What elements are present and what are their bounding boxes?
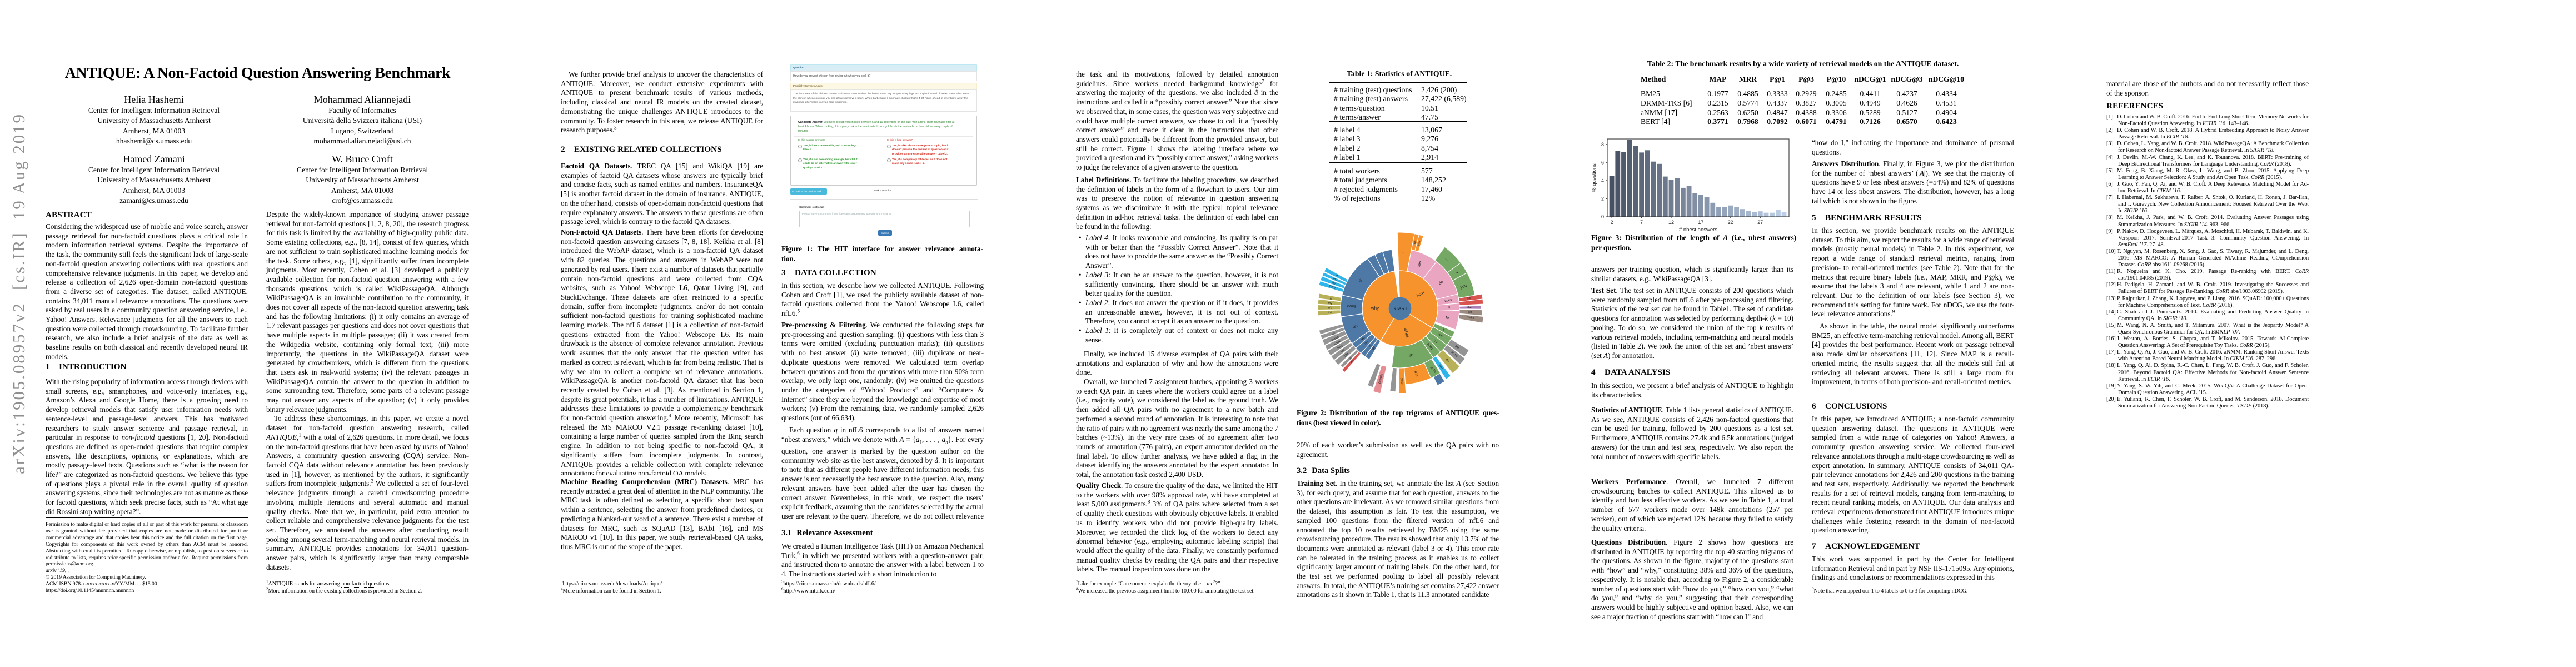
svg-text:did: did — [1371, 346, 1376, 351]
svg-text:the: the — [1328, 311, 1332, 315]
svg-text:do: do — [1433, 339, 1438, 344]
svg-text:do: do — [1352, 323, 1358, 330]
svg-text:can: can — [1416, 260, 1423, 268]
svg-text:is: is — [1448, 306, 1451, 309]
svg-text:it: it — [1336, 274, 1339, 278]
svg-text:we: we — [1340, 349, 1346, 354]
svg-text:what: what — [1403, 327, 1410, 338]
svg-text:i: i — [1331, 328, 1333, 331]
svg-text:people: people — [1378, 373, 1384, 384]
svg-text:17: 17 — [1698, 220, 1703, 225]
svg-text:is: is — [1408, 354, 1414, 358]
svg-text:you: you — [1343, 352, 1349, 357]
svg-text:the: the — [1350, 359, 1355, 364]
svg-text:does: does — [1444, 298, 1452, 303]
svg-text:you: you — [1417, 241, 1421, 246]
svg-text:START: START — [1392, 306, 1407, 311]
svg-text:they: they — [1337, 344, 1344, 350]
svg-text:2: 2 — [1611, 220, 1613, 225]
svg-text:do: do — [1438, 279, 1444, 286]
svg-text:am: am — [1361, 336, 1366, 341]
svg-text:6: 6 — [1601, 160, 1604, 165]
svg-text:0: 0 — [1601, 214, 1604, 220]
svg-text:the: the — [1454, 345, 1460, 350]
svg-text:the: the — [1413, 370, 1419, 377]
svg-text:are: are — [1364, 340, 1369, 346]
svg-text:a: a — [1429, 366, 1433, 370]
svg-text:you: you — [1438, 364, 1443, 370]
svg-text:% questions: % questions — [1591, 163, 1597, 192]
svg-text:to: to — [1446, 315, 1450, 320]
svg-text:a: a — [1329, 297, 1332, 300]
svg-text:n't: n't — [1332, 332, 1336, 336]
svg-text:4: 4 — [1601, 178, 1604, 183]
svg-text:make: make — [1467, 316, 1474, 320]
svg-text:why: why — [1371, 306, 1379, 311]
svg-text:the: the — [1467, 297, 1471, 301]
svg-text:my: my — [1328, 302, 1332, 306]
svg-text:u: u — [1454, 270, 1459, 275]
svg-text:2: 2 — [1601, 196, 1604, 201]
svg-text:12: 12 — [1668, 220, 1674, 225]
svg-text:the: the — [1432, 369, 1437, 374]
svg-text:# nbest answers: # nbest answers — [1679, 227, 1717, 232]
svg-text:my: my — [1332, 277, 1337, 282]
svg-text:i: i — [1402, 252, 1407, 254]
svg-text:does: does — [1347, 303, 1357, 309]
svg-text:27: 27 — [1757, 220, 1763, 225]
svg-text:get: get — [1468, 311, 1472, 314]
svg-text:the: the — [1467, 306, 1472, 310]
svg-text:7: 7 — [1640, 220, 1643, 225]
svg-text:i: i — [1444, 258, 1449, 262]
svg-text:'s: 's — [1442, 328, 1445, 332]
svg-text:n't: n't — [1328, 306, 1332, 310]
svg-text:hit: hit — [1348, 356, 1353, 360]
svg-text:or: or — [1368, 344, 1373, 349]
svg-text:the: the — [1331, 281, 1336, 286]
svg-text:your: your — [1400, 378, 1403, 385]
svg-text:we: we — [1413, 240, 1417, 245]
svg-text:is: is — [1358, 277, 1363, 283]
svg-text:are: are — [1437, 332, 1444, 339]
svg-text:the: the — [1445, 358, 1451, 364]
svg-text:you: you — [1459, 283, 1467, 290]
svg-text:some: some — [1334, 340, 1342, 346]
svg-text:22: 22 — [1728, 220, 1733, 225]
svg-text:there: there — [1328, 285, 1336, 290]
svg-text:8: 8 — [1601, 142, 1604, 147]
